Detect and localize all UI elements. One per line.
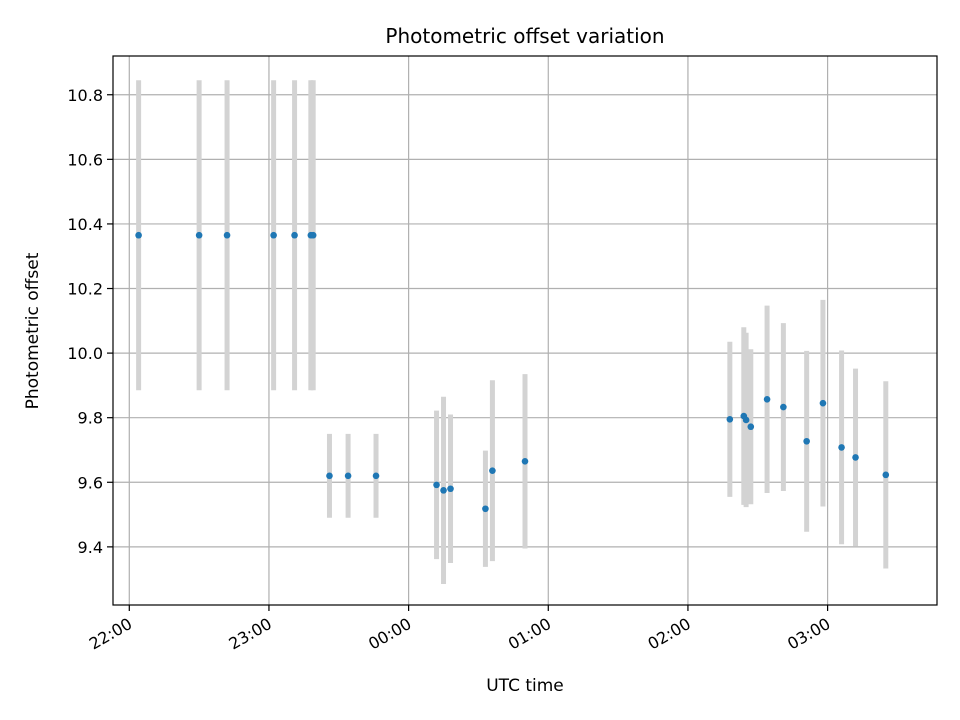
data-points [135,231,890,513]
plot-frame [112,55,938,606]
data-point [447,485,454,493]
y-tick-label: 9.8 [78,409,103,428]
data-point [291,231,298,239]
data-point [344,472,352,480]
data-point [326,472,333,480]
data-point [309,231,317,239]
data-point [440,487,447,494]
y-tick-label: 9.4 [78,538,103,557]
data-point [819,399,827,407]
y-tick-label: 10.4 [67,215,103,234]
x-axis-label: UTC time [486,676,564,696]
y-tick-label: 10.8 [67,86,103,105]
data-point [195,231,203,239]
y-tick-label: 10.6 [67,150,103,169]
data-point [433,481,440,489]
data-point [482,505,489,513]
data-point [521,457,529,465]
data-point [780,403,787,411]
y-axis-label: Photometric offset [23,252,43,409]
y-tick-label: 10.0 [67,344,103,363]
data-point [763,395,771,403]
data-point [838,444,845,451]
grid [113,56,937,605]
y-tick-label: 9.6 [78,473,103,492]
data-point [882,471,890,479]
data-point [223,231,231,239]
data-point [726,416,734,423]
data-point [852,454,859,461]
data-point [372,472,380,480]
data-point [270,231,277,239]
data-point [747,423,755,431]
data-point [803,437,810,445]
data-point [742,416,750,424]
data-point [135,231,142,239]
data-point [489,467,496,474]
chart-title: Photometric offset variation [385,24,664,48]
y-tick-label: 10.2 [67,280,103,299]
